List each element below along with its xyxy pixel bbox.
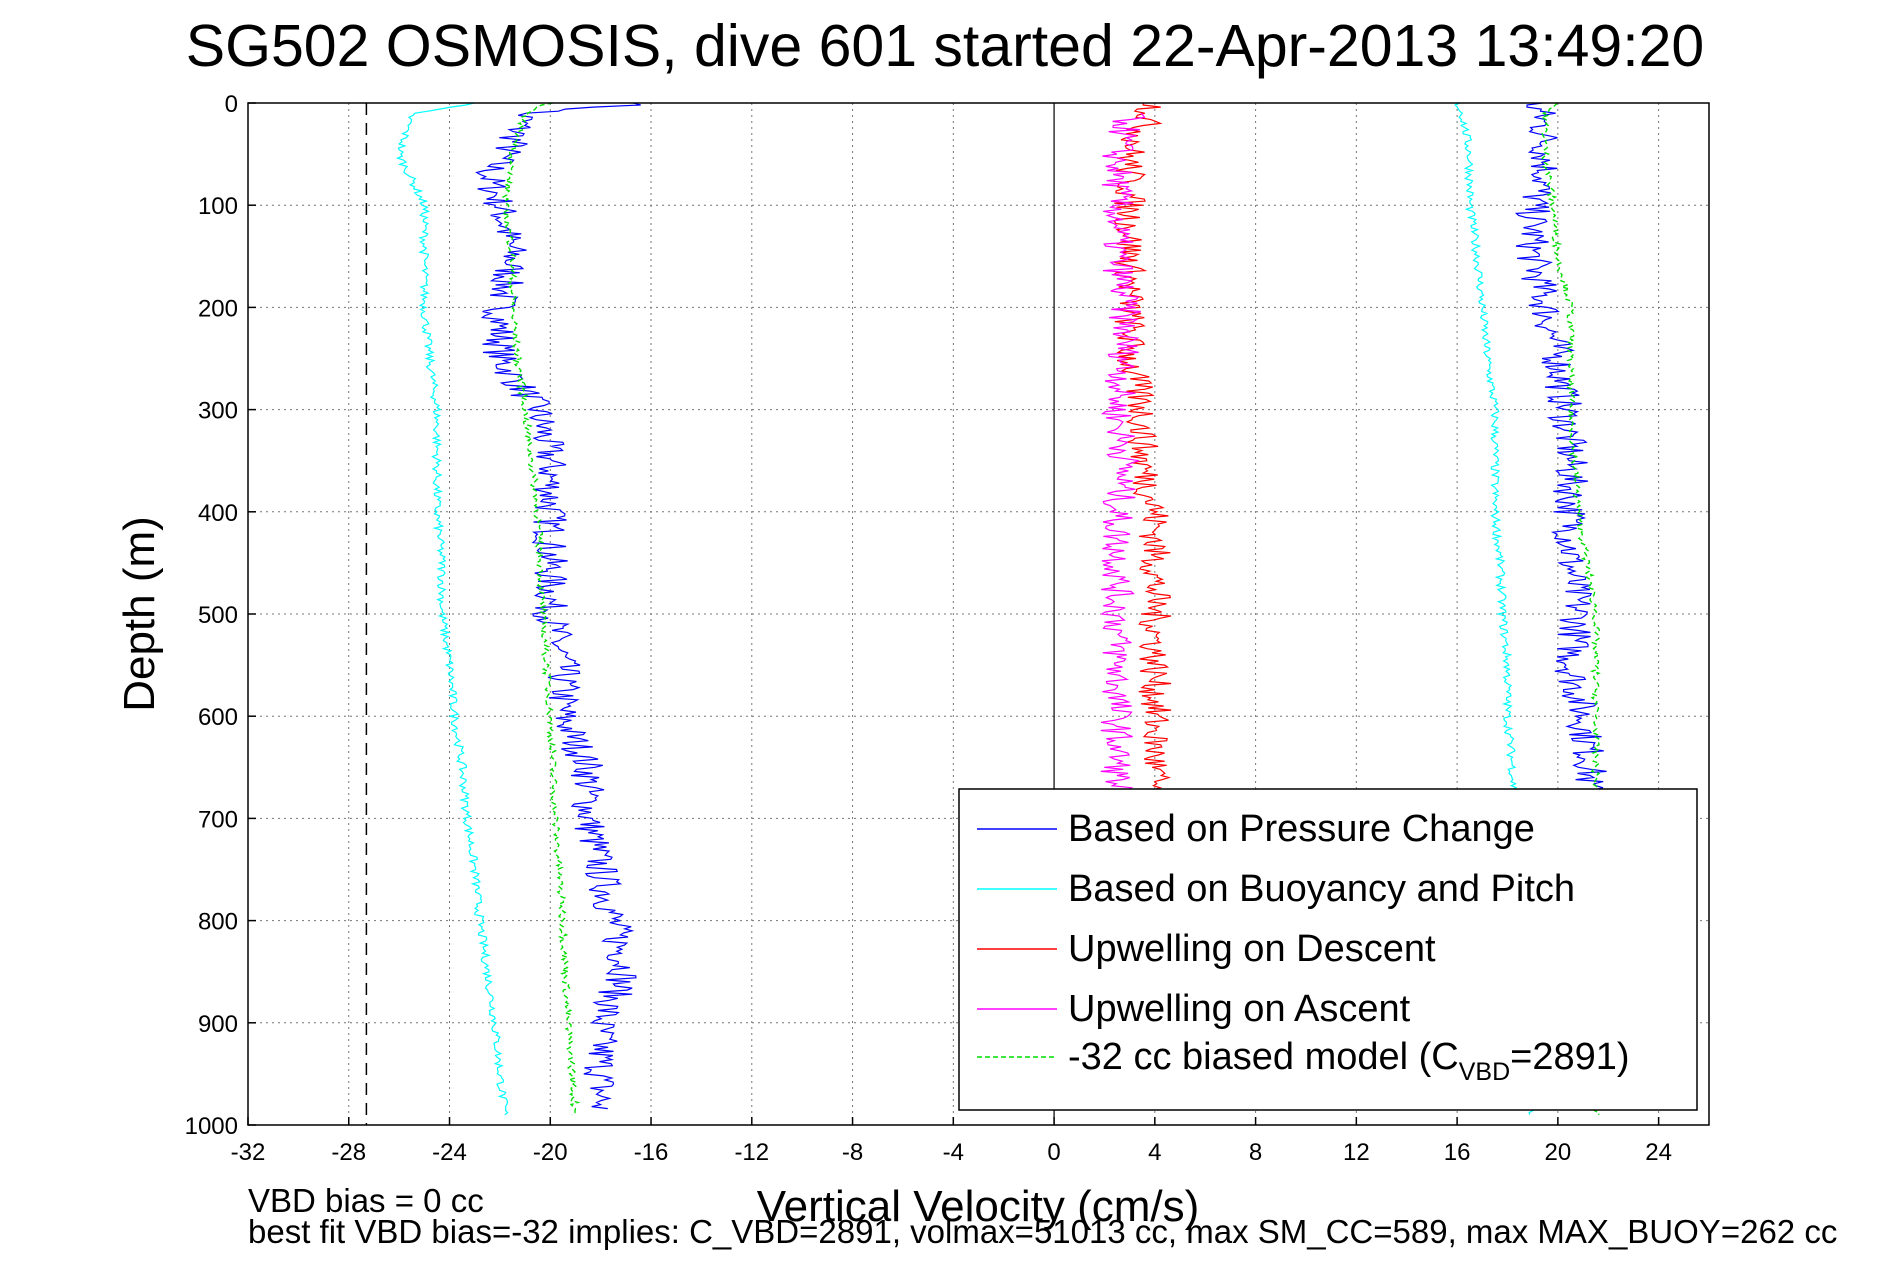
x-tick-label: 16 (1444, 1139, 1471, 1166)
x-tick-label: 4 (1148, 1139, 1161, 1166)
x-tick-label: -4 (943, 1139, 964, 1166)
y-tick-label: 1000 (185, 1113, 238, 1140)
legend-label-subscript: VBD (1459, 1058, 1510, 1086)
x-tick-label: 0 (1047, 1139, 1060, 1166)
legend-label-main: -32 cc biased model (C (1068, 1036, 1459, 1078)
chart-title: SG502 OSMOSIS, dive 601 started 22-Apr-2… (186, 13, 1705, 79)
series-line (500, 102, 581, 1116)
series-line (1100, 112, 1146, 799)
x-tick-label: -20 (533, 1139, 568, 1166)
y-axis-label: Depth (m) (115, 516, 164, 712)
y-tick-label: 200 (198, 295, 238, 322)
y-axis-ticks: 0 100 200 300 400 500 600 700 800 900 1000 (185, 91, 256, 1140)
y-tick-label: 0 (225, 91, 238, 118)
x-tick-label: 8 (1249, 1139, 1262, 1166)
legend-label: Upwelling on Ascent (1068, 988, 1411, 1030)
series-line (475, 102, 641, 1110)
x-tick-label: -28 (331, 1139, 366, 1166)
x-tick-label: -24 (432, 1139, 467, 1166)
y-tick-label: 300 (198, 398, 238, 425)
legend-label-main: Upwelling on Ascent (1068, 988, 1411, 1030)
y-tick-label: 800 (198, 909, 238, 936)
x-axis-ticks: -32 -28 -24 -20 -16 -12 -8 -4 0 4 8 12 16 20 24 (231, 1117, 1672, 1166)
y-tick-label: 600 (198, 704, 238, 731)
y-tick-label: 500 (198, 602, 238, 629)
series-line (1112, 102, 1172, 799)
x-tick-label: -12 (734, 1139, 769, 1166)
legend-label: Upwelling on Descent (1068, 928, 1436, 970)
legend-label: Based on Buoyancy and Pitch (1068, 868, 1575, 910)
series-line (395, 102, 509, 1116)
y-tick-label: 400 (198, 500, 238, 527)
legend-label-main: Upwelling on Descent (1068, 928, 1436, 970)
footnote-best-fit: best fit VBD bias=-32 implies: C_VBD=289… (248, 1213, 1837, 1250)
footnote-vbd-bias: VBD bias = 0 cc (248, 1182, 484, 1219)
y-tick-label: 900 (198, 1011, 238, 1038)
legend-label-suffix: =2891) (1510, 1036, 1629, 1078)
y-tick-label: 100 (198, 193, 238, 220)
legend-label: Based on Pressure Change (1068, 808, 1535, 850)
x-tick-label: 24 (1645, 1139, 1672, 1166)
legend-box (958, 788, 1698, 1111)
legend-label: -32 cc biased model (CVBD=2891) (1068, 1036, 1630, 1086)
x-tick-label: -8 (842, 1139, 863, 1166)
x-axis-label: Vertical Velocity (cm/s) (757, 1182, 1200, 1231)
legend: Based on Pressure Change Based on Buoyanc… (958, 788, 1698, 1111)
y-tick-label: 700 (198, 806, 238, 833)
legend-label-main: Based on Buoyancy and Pitch (1068, 868, 1575, 910)
x-tick-label: -32 (231, 1139, 266, 1166)
x-tick-label: -16 (634, 1139, 669, 1166)
x-tick-label: 20 (1545, 1139, 1572, 1166)
legend-label-main: Based on Pressure Change (1068, 808, 1535, 850)
x-tick-label: 12 (1343, 1139, 1370, 1166)
